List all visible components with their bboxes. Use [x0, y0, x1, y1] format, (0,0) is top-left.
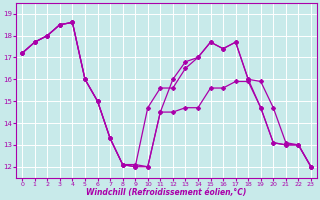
X-axis label: Windchill (Refroidissement éolien,°C): Windchill (Refroidissement éolien,°C) [86, 188, 247, 197]
